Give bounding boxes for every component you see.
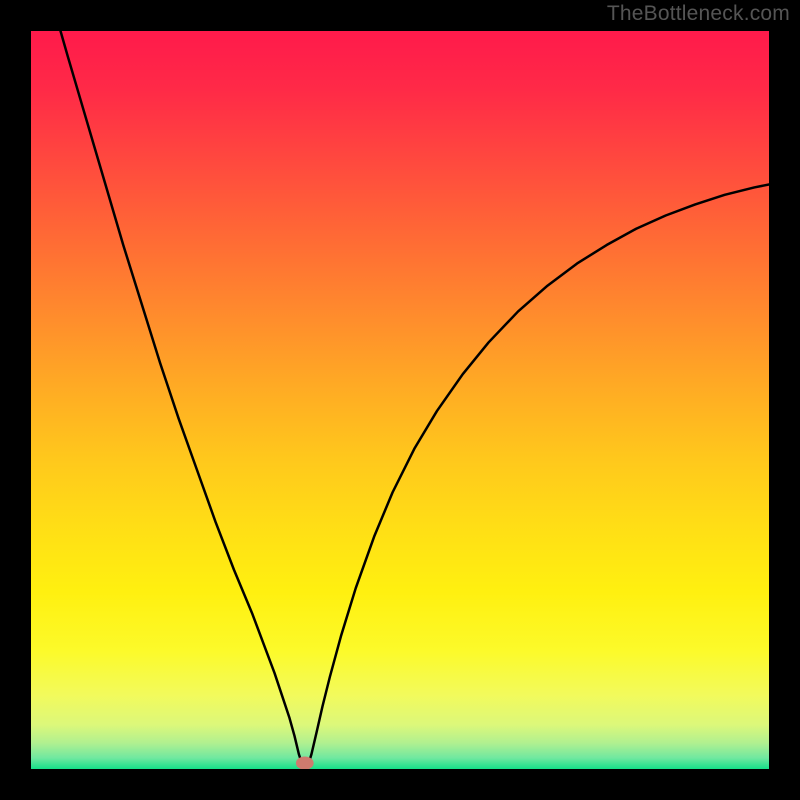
optimal-point-marker [296, 756, 314, 769]
watermark-text: TheBottleneck.com [607, 2, 790, 26]
bottleneck-chart [0, 0, 800, 800]
plot-gradient-background [31, 31, 769, 769]
